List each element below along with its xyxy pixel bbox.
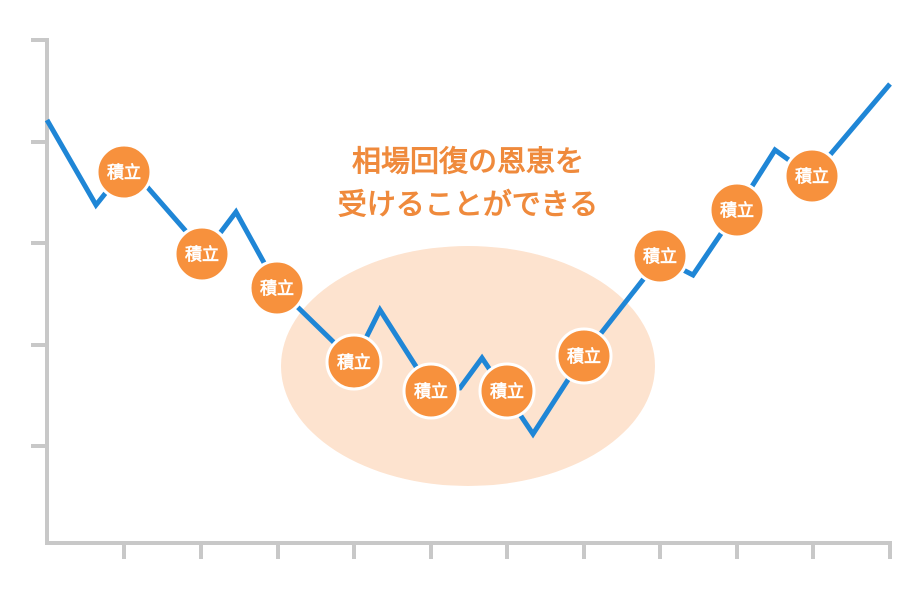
badge-label: 積立 [185,244,219,265]
badge [631,227,689,285]
badge-label: 積立 [337,352,371,373]
badge [708,181,766,239]
badge [95,143,153,201]
badge [783,147,841,205]
annotation-line: 受けることができる [338,187,598,221]
badge-label: 積立 [720,200,754,221]
badge [325,333,383,391]
badge-label: 積立 [567,346,601,367]
badge-label: 積立 [414,381,448,402]
badge [478,362,536,420]
badge-label: 積立 [260,278,294,299]
badge-label: 積立 [643,246,677,267]
badge [248,259,306,317]
badge [555,327,613,385]
highlight-area [281,246,655,486]
badge [173,225,231,283]
badge-label: 積立 [795,166,829,187]
annotation-line: 相場回復の恩恵を [352,144,584,178]
badge-label: 積立 [107,162,141,183]
badge [402,362,460,420]
ticks [31,38,892,559]
badge-label: 積立 [490,381,524,402]
